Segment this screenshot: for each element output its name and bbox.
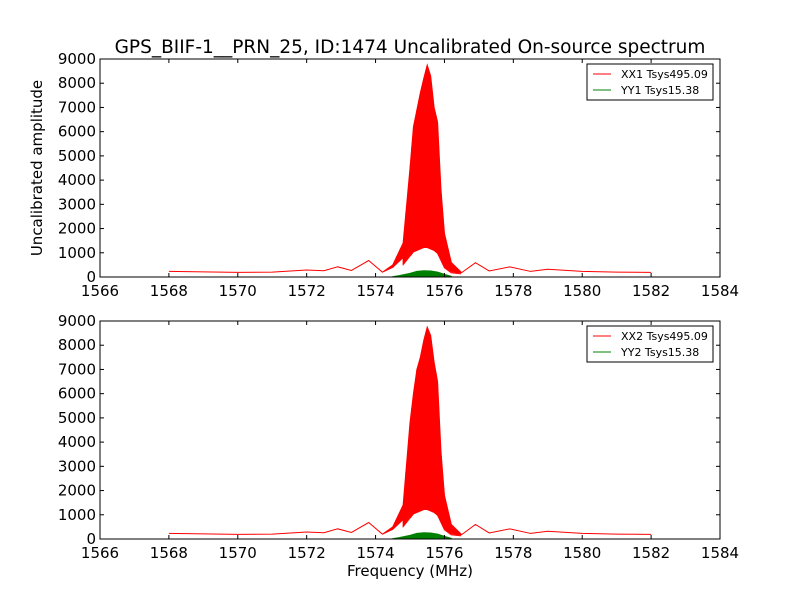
x-tick-label: 1584	[701, 282, 739, 300]
x-tick-label: 1576	[425, 282, 463, 300]
legend-box	[586, 325, 714, 363]
y-tick-label: 2000	[58, 482, 96, 500]
x-tick-label: 1584	[701, 544, 739, 562]
x-tick-label: 1566	[81, 544, 119, 562]
x-tick-label: 1568	[150, 544, 188, 562]
y-tick-label: 3000	[58, 195, 96, 213]
legend-entry: YY1 Tsys15.38	[620, 84, 699, 97]
x-tick-label: 1576	[425, 544, 463, 562]
y-tick-label: 7000	[58, 360, 96, 378]
y-tick-label: 9000	[58, 312, 96, 330]
series-1-1	[168, 63, 652, 275]
x-tick-label: 1570	[219, 544, 257, 562]
y-tick-label: 0	[86, 268, 96, 286]
figure-title: GPS_BIIF-1__PRN_25, ID:1474 Uncalibrated…	[115, 37, 706, 58]
x-tick-label: 1574	[356, 544, 394, 562]
y-axis-label: Uncalibrated amplitude	[28, 80, 46, 256]
x-tick-label: 1580	[563, 282, 601, 300]
legend: XX1 Tsys495.09 YY1 Tsys15.38	[586, 63, 714, 101]
axes-frame	[99, 320, 721, 540]
y-tick-label: 5000	[58, 409, 96, 427]
chart-panel-1: 1566 1568 1570 1572 1574 1576 1578 1580 1582 1584…	[28, 50, 739, 300]
y-tick-label: 5000	[58, 147, 96, 165]
y-tick-label: 4000	[58, 171, 96, 189]
y-tick-label: 4000	[58, 433, 96, 451]
y-tick-label: 3000	[58, 457, 96, 475]
y-tick-label: 7000	[58, 98, 96, 116]
series-1-2	[392, 270, 452, 278]
y-tick-label: 8000	[58, 336, 96, 354]
x-tick-label: 1568	[150, 282, 188, 300]
y-tick-label: 9000	[58, 50, 96, 68]
x-tick-label: 1578	[494, 544, 532, 562]
axes-frame	[99, 58, 721, 278]
x-tick-label: 1582	[632, 544, 670, 562]
series-fill	[392, 532, 452, 540]
y-tick-label: 6000	[58, 385, 96, 403]
x-tick-label: 1574	[356, 282, 394, 300]
legend-entry: XX2 Tsys495.09	[621, 330, 708, 343]
legend-box	[586, 63, 714, 101]
x-tick-label: 1572	[288, 282, 326, 300]
x-tick-label: 1578	[494, 282, 532, 300]
x-tick-label: 1572	[288, 544, 326, 562]
y-tick-label: 6000	[58, 123, 96, 141]
x-axis-label: Frequency (MHz)	[347, 562, 473, 580]
y-tick-label: 8000	[58, 74, 96, 92]
series-2-2	[392, 532, 452, 540]
chart-panels: 1566 1568 1570 1572 1574 1576 1578 1580 1582 1584…	[28, 50, 739, 580]
legend-entry: YY2 Tsys15.38	[620, 346, 699, 359]
legend: XX2 Tsys495.09 YY2 Tsys15.38	[586, 325, 714, 363]
x-tick-label: 1580	[563, 544, 601, 562]
y-tick-label: 2000	[58, 220, 96, 238]
y-tick-label: 1000	[58, 244, 96, 262]
chart-panel-2: 1566 1568 1570 1572 1574 1576 1578 1580 1582 1584…	[58, 312, 739, 580]
x-tick-label: 1566	[81, 282, 119, 300]
x-tick-label: 1570	[219, 282, 257, 300]
y-tick-label: 1000	[58, 506, 96, 524]
x-tick-label: 1582	[632, 282, 670, 300]
series-fill	[392, 270, 452, 278]
legend-entry: XX1 Tsys495.09	[621, 68, 708, 81]
series-2-1	[168, 325, 652, 537]
y-tick-label: 0	[86, 530, 96, 548]
